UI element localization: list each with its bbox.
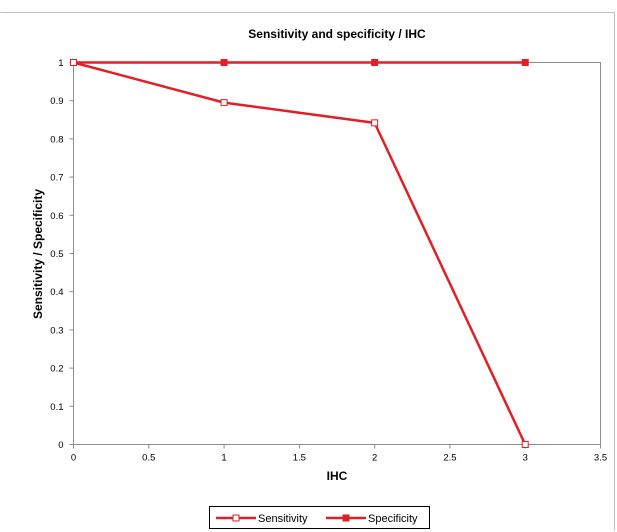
legend-swatch-marker xyxy=(232,514,240,522)
y-tick-label: 0.3 xyxy=(50,325,63,336)
x-tick-label: 3 xyxy=(523,453,528,464)
specificity-point xyxy=(371,59,379,66)
x-tick-label: 1 xyxy=(221,453,226,464)
legend: Sensitivity Specificity xyxy=(209,506,430,529)
y-axis-label: Sensitivity / Specificity xyxy=(31,189,45,319)
y-tick-label: 1 xyxy=(58,58,63,69)
sensitivity-point xyxy=(371,119,379,127)
y-tick-label: 0.4 xyxy=(50,287,63,298)
chart-area-border xyxy=(0,12,615,531)
specificity-point xyxy=(220,59,228,66)
y-tick-label: 0.8 xyxy=(50,134,63,145)
sensitivity-point xyxy=(70,59,77,66)
x-tick-label: 1.5 xyxy=(293,453,306,464)
chart-title: Sensitivity and specificity / IHC xyxy=(248,27,426,41)
x-tick-label: 2.5 xyxy=(443,453,456,464)
legend-item-sensitivity: Sensitivity xyxy=(216,513,308,525)
series-layer xyxy=(70,59,529,448)
y-tick-label: 0.2 xyxy=(50,364,63,375)
legend-box xyxy=(209,506,430,529)
x-tick-label: 3.5 xyxy=(594,453,607,464)
x-tick-label: 0.5 xyxy=(142,453,155,464)
specificity-point xyxy=(521,59,529,66)
x-tick-label: 0 xyxy=(71,453,76,464)
y-tick-label: 0.1 xyxy=(50,402,63,413)
y-tick-label: 0 xyxy=(58,440,63,451)
sensitivity-point xyxy=(521,441,529,448)
legend-items: Sensitivity Specificity xyxy=(216,513,418,525)
plot-area-frame xyxy=(73,62,601,445)
legend-label: Sensitivity xyxy=(258,513,308,525)
y-tick-label: 0.5 xyxy=(50,249,63,260)
x-tick-label: 2 xyxy=(372,453,377,464)
legend-label: Specificity xyxy=(368,513,418,525)
legend-item-specificity: Specificity xyxy=(326,513,418,525)
y-tick-label: 0.7 xyxy=(50,173,63,184)
tick-layer: 0 0.5 1 1.5 2 2.5 3 3.5 0 0.1 0.2 0.3 0.4 0.5 0.6 0.7 0.… xyxy=(50,58,607,464)
sensitivity-point xyxy=(220,99,228,107)
y-tick-label: 0.6 xyxy=(50,211,63,222)
legend-swatch-marker xyxy=(342,514,350,522)
sensitivity-line xyxy=(73,61,527,446)
y-tick-label: 0.9 xyxy=(50,96,63,107)
x-axis-label: IHC xyxy=(327,469,348,483)
